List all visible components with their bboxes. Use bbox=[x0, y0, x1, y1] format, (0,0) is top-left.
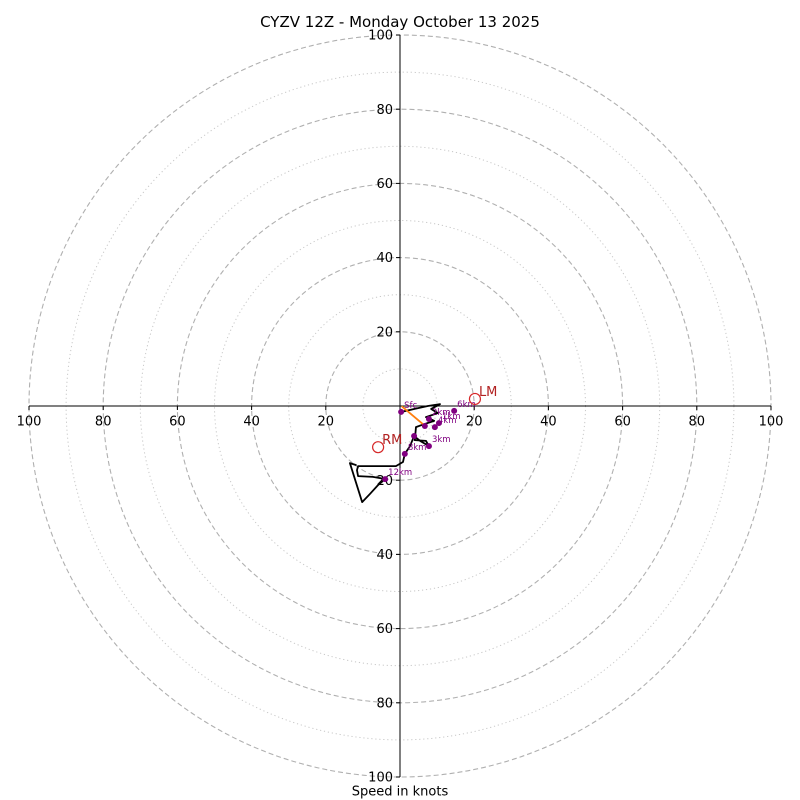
height-point-dot bbox=[431, 424, 438, 431]
height-point-label: 6km bbox=[457, 400, 476, 410]
x-tick-label: 40 bbox=[243, 415, 260, 430]
orange-line bbox=[401, 405, 424, 426]
x-tick-label: 100 bbox=[17, 415, 42, 430]
height-point-label: 8km bbox=[408, 443, 427, 453]
x-tick-label: 80 bbox=[689, 415, 706, 430]
y-tick-label: 40 bbox=[376, 548, 393, 563]
height-point-label: 1km bbox=[442, 412, 461, 422]
height-point-label: 2km bbox=[432, 408, 451, 418]
y-tick-label: 60 bbox=[376, 177, 393, 192]
height-point-dot bbox=[401, 450, 408, 457]
y-tick-label: 80 bbox=[376, 103, 393, 118]
y-tick-label: 20 bbox=[376, 325, 393, 340]
x-tick-label: 80 bbox=[95, 415, 112, 430]
x-axis-label: Speed in knots bbox=[352, 785, 449, 800]
storm-motion-marker bbox=[468, 392, 482, 406]
height-point-dot bbox=[425, 415, 432, 422]
storm-motion-marker bbox=[372, 441, 385, 454]
x-tick-label: 40 bbox=[540, 415, 557, 430]
x-tick-label: 60 bbox=[169, 415, 186, 430]
height-point-dot bbox=[382, 476, 389, 483]
height-point-label: 12km bbox=[388, 468, 412, 478]
storm-motion-label: RM bbox=[382, 433, 402, 448]
height-point-dot bbox=[421, 423, 428, 430]
height-point-label: 4km bbox=[438, 416, 457, 426]
y-tick-label: 60 bbox=[376, 622, 393, 637]
x-tick-label: 60 bbox=[614, 415, 631, 430]
x-tick-label: 100 bbox=[759, 415, 784, 430]
chart-title: CYZV 12Z - Monday October 13 2025 bbox=[260, 13, 540, 31]
y-tick-label: 40 bbox=[376, 251, 393, 266]
y-tick-label: 100 bbox=[368, 771, 393, 786]
height-point-dot bbox=[411, 433, 418, 440]
x-tick-label: 20 bbox=[318, 415, 335, 430]
height-point-label: Sfc bbox=[404, 401, 417, 411]
y-tick-label: 100 bbox=[368, 29, 393, 44]
y-tick-label: 80 bbox=[376, 696, 393, 711]
height-point-dot bbox=[435, 420, 442, 427]
storm-motion-label: LM bbox=[479, 385, 497, 400]
height-point-dot bbox=[425, 443, 432, 450]
height-point-dot bbox=[398, 408, 405, 415]
axes: 1008060402020406080100100806040202040608… bbox=[17, 29, 784, 786]
x-tick-label: 20 bbox=[466, 415, 483, 430]
height-point-label: 3km bbox=[432, 435, 451, 445]
hodograph-trace bbox=[349, 403, 441, 503]
height-point-dot bbox=[451, 407, 458, 414]
